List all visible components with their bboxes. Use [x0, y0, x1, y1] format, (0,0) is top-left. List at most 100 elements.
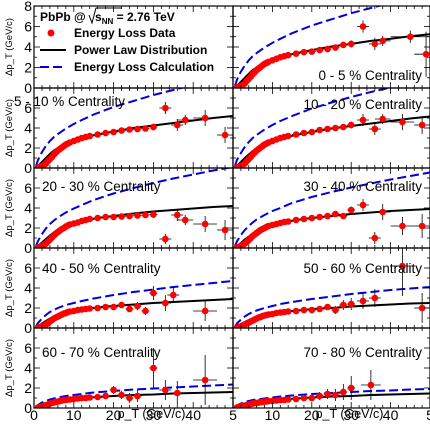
- data-point: [133, 302, 142, 310]
- data-points-panel-8: [233, 370, 381, 408]
- y-tick-label: 2: [24, 140, 32, 156]
- data-point: [117, 391, 126, 399]
- y-tick-label: 4: [24, 200, 32, 216]
- data-point: [101, 303, 110, 311]
- data-point: [414, 116, 430, 134]
- data-point: [284, 396, 292, 403]
- data-point: [101, 213, 110, 221]
- data-point: [357, 199, 369, 211]
- data-point: [93, 214, 102, 222]
- data-point: [159, 234, 172, 244]
- data-points-panel-2: [233, 114, 430, 168]
- data-point: [193, 110, 218, 126]
- data-point: [125, 393, 134, 403]
- y-tick-label: 6: [24, 260, 32, 276]
- collision-header: PbPb @ sNN = 2.76 TeV: [40, 10, 175, 26]
- data-point: [86, 394, 94, 401]
- data-point: [299, 48, 308, 56]
- data-point: [292, 395, 300, 403]
- data-point: [347, 121, 356, 129]
- y-axis-title: Δp_T (GeV/c): [4, 339, 15, 397]
- data-point: [93, 393, 102, 401]
- panel-label-1: 0 - 5 % Centrality: [318, 68, 422, 83]
- data-point: [149, 123, 158, 131]
- energy-loss-calculation-curve: [35, 383, 233, 408]
- data-point: [307, 128, 316, 136]
- y-tick-label: 4: [24, 360, 32, 376]
- data-point: [323, 45, 332, 53]
- data-point: [357, 20, 369, 33]
- data-point: [117, 213, 126, 220]
- x-tick-label: 20: [106, 407, 122, 423]
- data-point: [339, 41, 348, 49]
- data-point: [149, 286, 158, 300]
- data-point: [171, 381, 184, 405]
- data-point: [86, 215, 94, 223]
- legend: Energy Loss Data Power Law Distribution En…: [40, 26, 214, 74]
- data-point: [315, 46, 324, 54]
- data-point: [284, 132, 292, 140]
- sqrt-symbol: [88, 7, 122, 25]
- y-tick-label: 8: [24, 0, 32, 14]
- data-point: [374, 204, 391, 220]
- x-tick-label: 30: [146, 407, 162, 423]
- x-tick-label: 40: [383, 407, 399, 423]
- x-tick-label: 30: [343, 407, 359, 423]
- data-point: [171, 119, 184, 131]
- data-point: [109, 213, 118, 221]
- x-tick-label: 5: [229, 407, 237, 423]
- data-points-panel-6: [233, 248, 430, 328]
- data-point: [93, 304, 102, 312]
- data-point: [307, 394, 316, 402]
- y-axis-title: Δp_T (GeV/c): [4, 179, 15, 237]
- data-point: [292, 131, 300, 138]
- data-point: [331, 124, 340, 132]
- data-point: [167, 287, 180, 303]
- data-point: [217, 127, 233, 143]
- energy-loss-calculation-curve: [234, 388, 430, 408]
- data-point: [141, 307, 150, 315]
- data-point: [414, 31, 430, 77]
- y-tick-label: 4: [24, 120, 32, 136]
- data-point: [299, 129, 308, 137]
- data-point: [149, 348, 158, 388]
- y-tick-label: 0: [24, 320, 32, 336]
- data-point: [374, 114, 391, 124]
- energy-loss-calculation-curve: [234, 88, 393, 167]
- data-point: [323, 303, 332, 311]
- data-point: [284, 308, 292, 315]
- data-point: [368, 123, 381, 135]
- data-point: [347, 376, 356, 400]
- data-points-panel-4: [233, 199, 430, 248]
- data-point: [133, 125, 142, 133]
- panel-label-5: 30 - 40 % Centrality: [303, 179, 422, 194]
- data-point: [109, 386, 118, 394]
- data-point: [390, 30, 430, 43]
- data-point: [331, 389, 340, 401]
- data-point: [347, 298, 356, 310]
- data-point: [159, 380, 172, 400]
- y-tick-label: 0: [24, 80, 32, 96]
- data-point: [299, 306, 308, 314]
- data-point: [339, 212, 348, 220]
- data-point: [125, 212, 134, 220]
- x-tick-label: 20: [304, 407, 320, 423]
- data-point: [307, 48, 316, 55]
- data-point: [299, 394, 308, 402]
- y-tick-label: 6: [24, 19, 32, 35]
- data-point: [141, 125, 150, 132]
- y-tick-label: 2: [24, 380, 32, 396]
- y-tick-label: 6: [24, 100, 32, 116]
- data-point: [284, 51, 292, 59]
- y-tick-label: 4: [24, 39, 32, 55]
- data-point: [125, 305, 134, 313]
- data-point: [292, 50, 300, 57]
- energy-loss-calculation-curve: [234, 6, 383, 87]
- data-points-panel-3: [34, 209, 233, 248]
- y-tick-label: 2: [24, 300, 32, 316]
- data-point: [374, 35, 391, 46]
- data-point: [133, 212, 142, 219]
- data-point: [125, 126, 134, 133]
- data-point: [109, 128, 118, 136]
- data-point: [390, 114, 415, 130]
